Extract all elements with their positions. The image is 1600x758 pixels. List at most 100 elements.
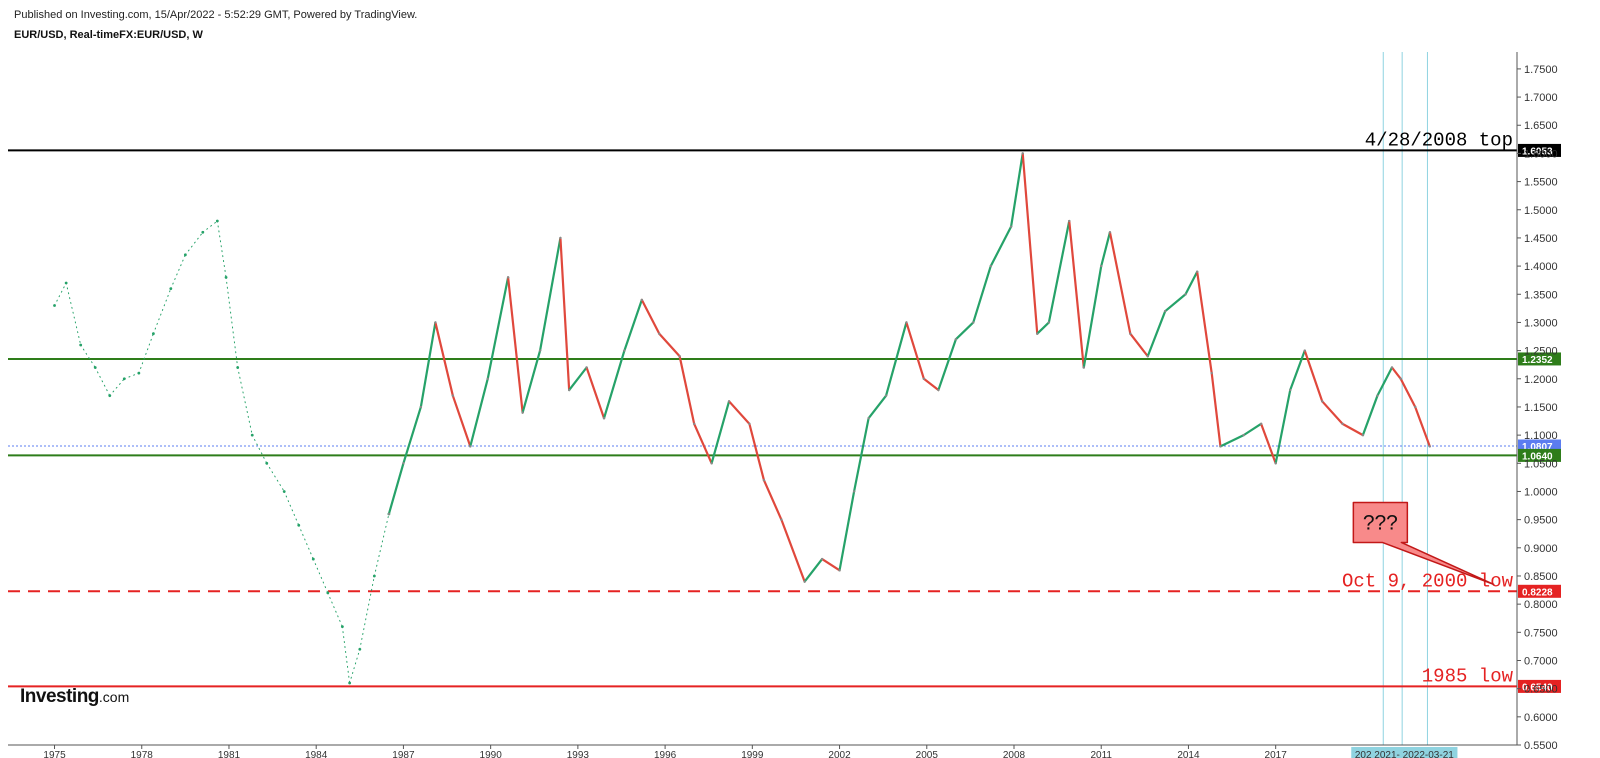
x-tick-label: 2017 — [1265, 750, 1288, 758]
series-segment — [341, 626, 351, 684]
data-point — [1082, 366, 1085, 369]
data-point — [469, 445, 472, 448]
data-point — [434, 321, 437, 324]
series-segment — [266, 462, 285, 492]
data-point — [838, 569, 841, 572]
series-segment — [1108, 231, 1132, 335]
data-point — [640, 298, 644, 302]
y-tick-label: 0.9000 — [1524, 543, 1558, 555]
data-point — [1414, 405, 1417, 409]
series-segment — [922, 377, 940, 392]
series-segment — [1129, 332, 1149, 358]
series-segment — [748, 422, 766, 482]
series-segment — [109, 378, 125, 397]
x-tick-label: 1984 — [305, 750, 328, 758]
series-segment — [1303, 349, 1324, 403]
data-point — [762, 478, 766, 482]
data-point — [922, 377, 926, 380]
series-segment — [1210, 372, 1222, 448]
series-segment — [469, 377, 489, 448]
series-segment — [803, 557, 824, 583]
series-segment — [568, 366, 588, 392]
series-segment — [989, 225, 1013, 268]
data-point — [451, 394, 455, 397]
data-point — [1068, 219, 1071, 223]
x-tick-label: 1981 — [218, 750, 241, 758]
series-segment — [538, 236, 562, 352]
level-annotation: 4/28/2008 top — [1365, 129, 1513, 151]
series-segment — [727, 400, 751, 425]
series-segment — [152, 288, 172, 335]
data-point — [972, 321, 975, 324]
x-tick-label: 1993 — [567, 750, 590, 758]
data-point — [692, 422, 696, 426]
series-segment — [1361, 394, 1379, 437]
series-segment — [1274, 388, 1292, 465]
y-tick-label: 0.8000 — [1524, 599, 1558, 611]
data-point — [1376, 394, 1379, 397]
level-price-tag-bg — [1518, 584, 1561, 598]
series-segment — [359, 575, 375, 650]
series-segment — [1341, 422, 1365, 437]
series-segment — [170, 254, 186, 290]
series-segment — [349, 648, 361, 684]
data-point — [559, 236, 562, 240]
x-tick-label: 1987 — [392, 750, 415, 758]
series-segment — [1196, 270, 1213, 375]
level-price-tag: 0.6540 — [1522, 682, 1553, 693]
data-point — [710, 462, 713, 465]
series-segment — [94, 367, 111, 397]
data-point — [658, 332, 661, 335]
data-point — [937, 388, 940, 392]
level-price-tag: 1.2352 — [1522, 355, 1553, 366]
series-segment — [1146, 310, 1167, 358]
data-point — [1100, 264, 1103, 268]
data-point — [1428, 445, 1431, 448]
investing-logo: Investing.com — [20, 686, 129, 708]
data-point — [748, 422, 751, 426]
series-segment — [1414, 405, 1431, 448]
series-segment — [1260, 422, 1277, 465]
data-point — [1036, 332, 1039, 335]
series-segment — [65, 282, 82, 346]
x-tick-label: 2002 — [828, 750, 851, 758]
data-point — [1009, 225, 1013, 228]
data-point — [989, 264, 992, 268]
x-tick-label: 1990 — [480, 750, 503, 758]
series-segment — [852, 417, 870, 493]
range-tag-bg — [1351, 747, 1458, 758]
y-tick-label: 1.4000 — [1524, 261, 1558, 273]
data-point — [852, 490, 856, 493]
data-point — [1259, 422, 1263, 426]
y-tick-label: 0.7000 — [1524, 655, 1558, 667]
y-tick-label: 1.6000 — [1524, 148, 1558, 160]
series-segment — [780, 518, 806, 583]
data-point — [402, 462, 405, 465]
x-tick-label: 2008 — [1003, 750, 1026, 758]
data-point — [1341, 422, 1344, 426]
x-tick-label: 2011 — [1090, 750, 1112, 758]
series-segment — [559, 236, 571, 392]
data-point — [1242, 433, 1245, 437]
series-segment — [451, 394, 472, 448]
series-segment — [298, 524, 314, 560]
series-segment — [1068, 219, 1085, 369]
data-point — [884, 394, 888, 397]
y-tick-label: 1.1500 — [1524, 402, 1558, 414]
y-tick-label: 1.5000 — [1524, 205, 1558, 217]
y-tick-label: 1.1000 — [1524, 430, 1558, 442]
series-segment — [640, 298, 661, 335]
level-annotation: 1985 low — [1422, 665, 1514, 687]
level-price-tag: 1.0807 — [1522, 442, 1553, 453]
data-point — [521, 411, 524, 414]
series-segment — [867, 394, 888, 420]
data-point — [1195, 270, 1199, 273]
data-point — [585, 366, 588, 369]
y-tick-label: 1.7000 — [1524, 92, 1558, 104]
data-point — [1274, 462, 1277, 465]
data-point — [1047, 321, 1051, 324]
data-point — [867, 417, 870, 420]
data-point — [623, 349, 626, 352]
level-price-tag-bg — [1518, 448, 1561, 462]
